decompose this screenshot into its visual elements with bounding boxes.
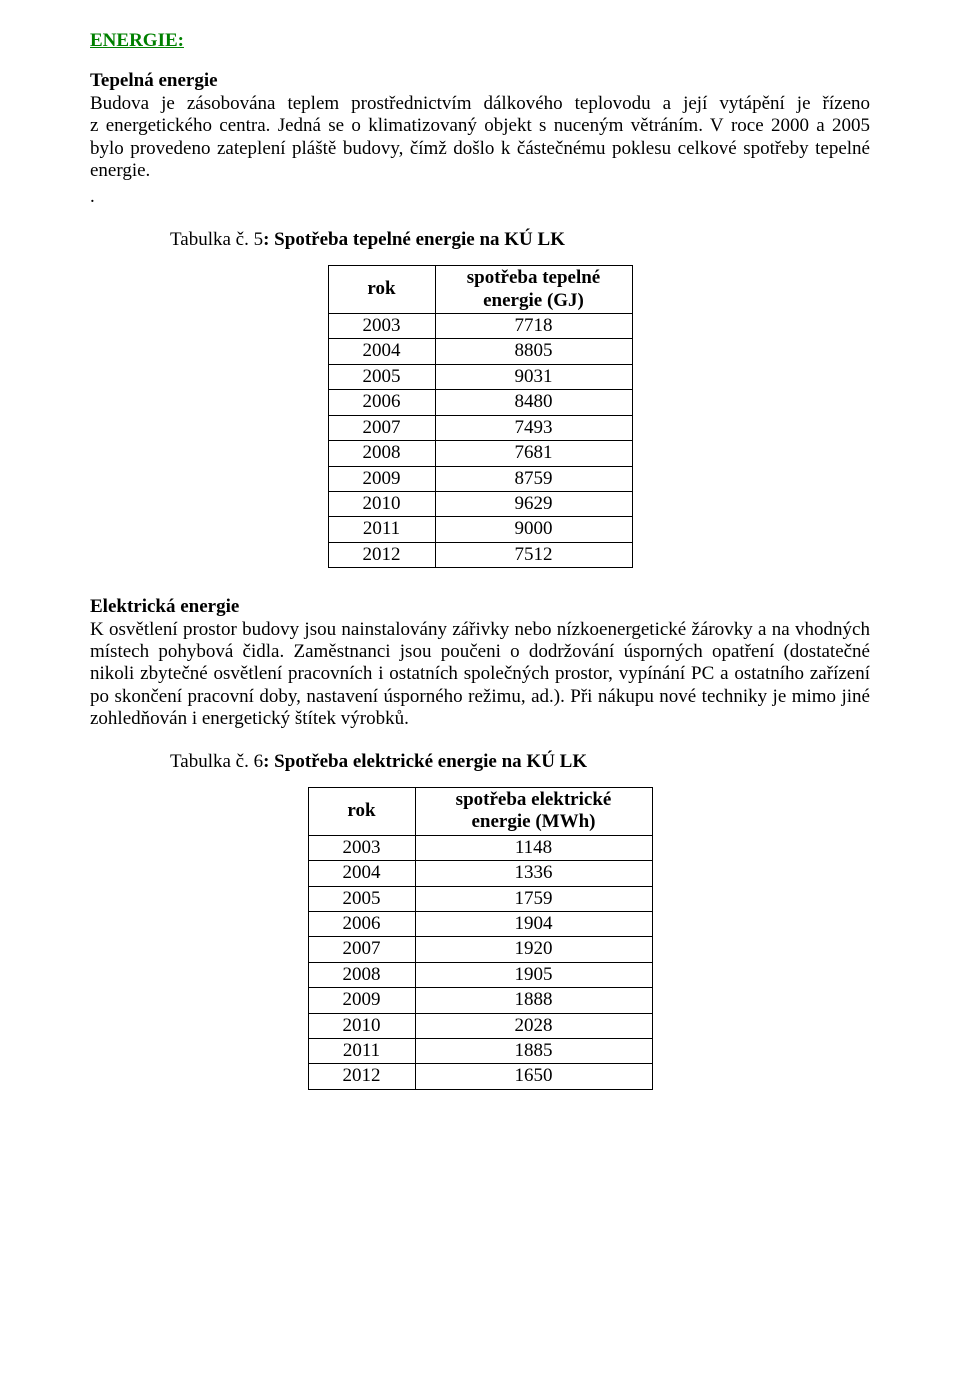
electrical-subheading: Elektrická energie xyxy=(90,596,870,618)
table6-caption-bold: : Spotřeba elektrické energie na KÚ LK xyxy=(263,751,587,772)
table-row: 20127512 xyxy=(328,542,632,567)
table5-header-rok: rok xyxy=(328,266,435,314)
table6-cell-year: 2011 xyxy=(308,1039,415,1064)
table-row: 20059031 xyxy=(328,364,632,389)
table6-cell-year: 2010 xyxy=(308,1013,415,1038)
table5-cell-val: 9031 xyxy=(435,364,632,389)
table5-cell-year: 2003 xyxy=(328,314,435,339)
table5-cell-val: 9000 xyxy=(435,517,632,542)
table6-cell-val: 2028 xyxy=(415,1013,652,1038)
table6-cell-year: 2005 xyxy=(308,886,415,911)
table5: rok spotřeba tepelné energie (GJ) 200377… xyxy=(328,265,633,568)
section-heading-energie: ENERGIE: xyxy=(90,30,870,52)
table-row: 20051759 xyxy=(308,886,652,911)
table6-header-row: rok spotřeba elektrické energie (MWh) xyxy=(308,787,652,835)
table6-cell-year: 2003 xyxy=(308,835,415,860)
table5-caption-lead: Tabulka č. 5 xyxy=(170,229,263,250)
table-row: 20037718 xyxy=(328,314,632,339)
table-row: 20091888 xyxy=(308,988,652,1013)
table6-cell-val: 1920 xyxy=(415,937,652,962)
table-row: 20061904 xyxy=(308,912,652,937)
table6-cell-val: 1336 xyxy=(415,861,652,886)
table6-cell-year: 2009 xyxy=(308,988,415,1013)
table5-cell-val: 9629 xyxy=(435,491,632,516)
table-row: 20109629 xyxy=(328,491,632,516)
table-row: 20031148 xyxy=(308,835,652,860)
table6-cell-year: 2007 xyxy=(308,937,415,962)
table5-cell-year: 2008 xyxy=(328,441,435,466)
page: ENERGIE: Tepelná energie Budova je zásob… xyxy=(0,0,960,1375)
table5-cell-val: 8805 xyxy=(435,339,632,364)
thermal-subheading: Tepelná energie xyxy=(90,70,870,92)
table5-cell-val: 7718 xyxy=(435,314,632,339)
table6-caption-lead: Tabulka č. 6 xyxy=(170,751,263,772)
table6-cell-val: 1888 xyxy=(415,988,652,1013)
table6-cell-val: 1148 xyxy=(415,835,652,860)
table6-header-val-line2: energie (MWh) xyxy=(424,811,644,833)
table5-header-row: rok spotřeba tepelné energie (GJ) xyxy=(328,266,632,314)
table6-header-val: spotřeba elektrické energie (MWh) xyxy=(415,787,652,835)
table-row: 20098759 xyxy=(328,466,632,491)
table6-cell-val: 1759 xyxy=(415,886,652,911)
table-row: 20068480 xyxy=(328,390,632,415)
table6-cell-val: 1904 xyxy=(415,912,652,937)
table-row: 20077493 xyxy=(328,415,632,440)
stray-dot-line: . xyxy=(90,186,870,208)
table-row: 20111885 xyxy=(308,1039,652,1064)
table5-header-val-line2: energie (GJ) xyxy=(444,290,624,312)
table6-header-val-line1: spotřeba elektrické xyxy=(424,789,644,811)
table6-caption: Tabulka č. 6: Spotřeba elektrické energi… xyxy=(90,751,870,773)
table5-caption: Tabulka č. 5: Spotřeba tepelné energie n… xyxy=(90,229,870,251)
table6-cell-year: 2008 xyxy=(308,962,415,987)
table5-cell-year: 2012 xyxy=(328,542,435,567)
table5-cell-year: 2004 xyxy=(328,339,435,364)
table-row: 20121650 xyxy=(308,1064,652,1089)
table-row: 20087681 xyxy=(328,441,632,466)
table5-cell-year: 2006 xyxy=(328,390,435,415)
table6-cell-val: 1650 xyxy=(415,1064,652,1089)
table-row: 20041336 xyxy=(308,861,652,886)
table5-header-val-line1: spotřeba tepelné xyxy=(444,267,624,289)
table5-cell-year: 2007 xyxy=(328,415,435,440)
table5-caption-bold: : Spotřeba tepelné energie na KÚ LK xyxy=(263,229,565,250)
table-row: 20048805 xyxy=(328,339,632,364)
table6-cell-year: 2006 xyxy=(308,912,415,937)
table5-cell-val: 7681 xyxy=(435,441,632,466)
electrical-paragraph: K osvětlení prostor budovy jsou nainstal… xyxy=(90,619,870,731)
table6-header-rok: rok xyxy=(308,787,415,835)
table6-cell-val: 1905 xyxy=(415,962,652,987)
table-row: 20071920 xyxy=(308,937,652,962)
table5-cell-val: 7493 xyxy=(435,415,632,440)
table-row: 20102028 xyxy=(308,1013,652,1038)
table5-cell-val: 8480 xyxy=(435,390,632,415)
table5-cell-year: 2009 xyxy=(328,466,435,491)
thermal-paragraph: Budova je zásobována teplem prostřednict… xyxy=(90,93,870,183)
table-row: 20119000 xyxy=(328,517,632,542)
table5-cell-year: 2010 xyxy=(328,491,435,516)
table6-cell-year: 2012 xyxy=(308,1064,415,1089)
table6-cell-val: 1885 xyxy=(415,1039,652,1064)
table6: rok spotřeba elektrické energie (MWh) 20… xyxy=(308,787,653,1090)
table5-header-val: spotřeba tepelné energie (GJ) xyxy=(435,266,632,314)
table5-cell-year: 2005 xyxy=(328,364,435,389)
table-row: 20081905 xyxy=(308,962,652,987)
table6-cell-year: 2004 xyxy=(308,861,415,886)
table5-cell-val: 8759 xyxy=(435,466,632,491)
table5-cell-year: 2011 xyxy=(328,517,435,542)
table5-cell-val: 7512 xyxy=(435,542,632,567)
